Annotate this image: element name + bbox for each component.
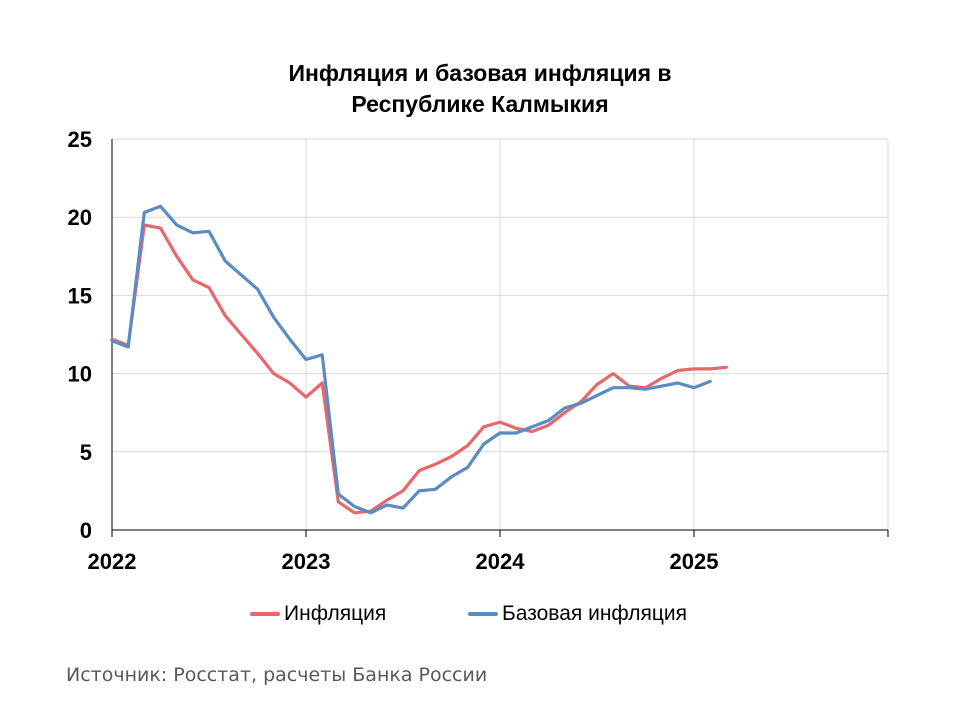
y-tick-label-25: 25 — [68, 127, 92, 152]
y-tick-label-10: 10 — [68, 362, 92, 387]
source-note: Источник: Росстат, расчеты Банка России — [66, 664, 488, 686]
legend-label-core-inflation: Базовая инфляция — [502, 602, 688, 625]
y-tick-label-0: 0 — [80, 518, 92, 543]
y-tick-label-5: 5 — [80, 440, 92, 465]
y-tick-label-20: 20 — [68, 205, 92, 230]
legend-item-inflation: Инфляция — [250, 600, 386, 628]
series-line-0 — [110, 223, 728, 515]
x-tick-labels: 2022 2023 2024 2025 — [88, 549, 719, 574]
series-line-1 — [110, 204, 712, 515]
x-tick-label-2023: 2023 — [282, 549, 331, 574]
grid-layer — [111, 138, 889, 530]
legend-swatch-core-inflation — [468, 612, 498, 616]
legend-label-inflation: Инфляция — [284, 602, 387, 625]
chart-title: Инфляция и базовая инфляция в Республике… — [288, 60, 672, 117]
y-tick-label-15: 15 — [68, 283, 92, 308]
x-tick-label-2025: 2025 — [670, 549, 719, 574]
legend: Инфляция Базовая инфляция — [0, 600, 960, 630]
series-layer — [110, 204, 728, 515]
legend-item-core-inflation: Базовая инфляция — [468, 600, 687, 628]
legend-swatch-inflation — [250, 612, 280, 616]
x-tick-label-2022: 2022 — [88, 549, 137, 574]
y-tick-labels: 0 5 10 15 20 25 — [68, 127, 92, 543]
axis-layer — [111, 139, 889, 537]
x-tick-label-2024: 2024 — [476, 549, 526, 574]
